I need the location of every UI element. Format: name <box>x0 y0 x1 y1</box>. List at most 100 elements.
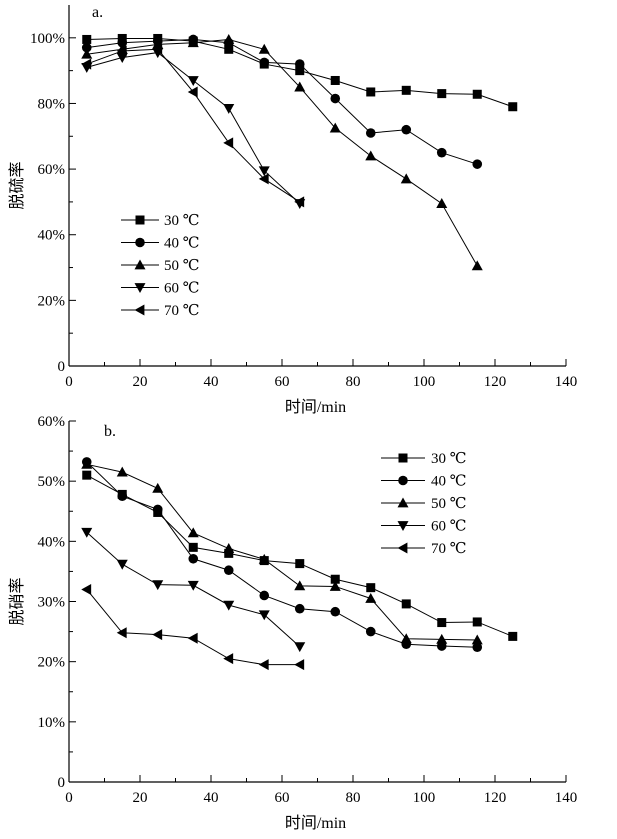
data-point <box>294 196 305 208</box>
data-point <box>259 57 270 68</box>
data-point <box>152 580 164 591</box>
data-point <box>152 504 163 515</box>
legend-marker <box>134 304 145 316</box>
panel-label: b. <box>104 423 116 440</box>
x-tick-label: 80 <box>346 790 361 806</box>
data-point <box>223 103 235 114</box>
y-tick-label: 50% <box>38 474 66 490</box>
y-tick-label: 40% <box>38 228 66 244</box>
data-point <box>295 66 305 76</box>
x-tick-label: 120 <box>484 790 507 806</box>
y-tick-label: 100% <box>30 31 65 47</box>
legend-label: 70 ℃ <box>164 303 200 319</box>
data-point <box>188 553 199 564</box>
data-point <box>401 124 412 135</box>
data-point <box>472 89 482 99</box>
data-point <box>401 599 411 609</box>
data-point <box>472 159 483 169</box>
x-tick-label: 140 <box>555 374 578 390</box>
data-point <box>436 147 447 158</box>
data-point <box>187 527 199 538</box>
legend-marker <box>397 542 408 554</box>
data-point <box>400 633 412 644</box>
data-point <box>294 659 305 671</box>
y-tick-label: 0 <box>58 775 66 791</box>
legend-label: 40 ℃ <box>164 236 200 252</box>
data-point <box>81 458 93 469</box>
data-point <box>223 653 234 665</box>
data-point <box>224 548 234 558</box>
series-line-1 <box>86 461 478 648</box>
data-point <box>294 580 306 591</box>
data-point <box>258 43 270 54</box>
data-point <box>188 542 198 552</box>
series-line-4 <box>86 589 300 666</box>
data-point <box>224 44 234 54</box>
x-tick-label: 40 <box>204 374 219 390</box>
y-tick-label: 20% <box>38 655 66 671</box>
data-point <box>187 76 199 86</box>
data-point <box>330 574 340 584</box>
x-tick-label: 120 <box>484 374 507 390</box>
data-point <box>472 642 483 653</box>
x-tick-label: 80 <box>346 374 361 390</box>
x-tick-label: 20 <box>133 374 148 390</box>
data-point <box>81 42 92 53</box>
data-point <box>116 627 127 639</box>
legend-marker <box>134 259 146 270</box>
data-point <box>294 59 305 69</box>
y-axis-title: 脱硫率 <box>8 161 26 209</box>
legend-label: 50 ℃ <box>164 258 200 274</box>
data-point <box>117 491 128 502</box>
chart-panel-b: 0 20 40 60 80 100 120 140 0 10% 20% 30% 40% 50% 60% 时间/… <box>8 414 577 832</box>
legend-marker <box>397 497 409 508</box>
data-point <box>294 603 305 614</box>
x-tick-label: 60 <box>275 374 290 390</box>
data-point <box>365 150 377 161</box>
data-point <box>471 634 483 645</box>
data-point <box>116 53 128 64</box>
data-point <box>365 128 376 138</box>
y-axis-title: 脱硝率 <box>8 577 26 625</box>
x-tick-label: 100 <box>413 790 436 806</box>
data-point <box>81 583 92 595</box>
data-point <box>472 617 482 627</box>
y-tick-label: 80% <box>38 96 66 112</box>
data-point <box>330 93 341 104</box>
data-point <box>82 34 92 44</box>
data-point <box>223 600 235 611</box>
legend-marker <box>135 215 145 225</box>
data-point <box>259 590 270 601</box>
legend-marker <box>398 453 408 463</box>
data-point <box>187 86 198 98</box>
y-tick-label: 30% <box>38 595 66 611</box>
data-point <box>366 583 376 593</box>
x-tick-label: 140 <box>555 790 578 806</box>
y-tick-label: 10% <box>38 715 66 731</box>
data-point <box>365 626 376 637</box>
data-point <box>187 580 199 591</box>
y-tick-label: 60% <box>38 162 66 178</box>
data-point <box>294 642 306 653</box>
data-point <box>437 89 447 99</box>
x-tick-label: 0 <box>65 790 73 806</box>
y-tick-label: 60% <box>38 414 66 430</box>
legend-marker <box>397 521 409 531</box>
data-point <box>81 527 93 538</box>
x-axis-title: 时间/min <box>285 814 346 832</box>
data-point <box>329 122 341 133</box>
data-point <box>508 102 518 112</box>
x-tick-label: 20 <box>133 790 148 806</box>
data-point <box>258 173 269 185</box>
legend-label: 30 ℃ <box>431 451 467 467</box>
data-point <box>81 48 93 59</box>
data-point <box>294 81 306 92</box>
data-point <box>508 631 518 641</box>
data-point <box>295 559 305 569</box>
legend-marker <box>398 475 408 486</box>
y-tick-label: 0 <box>58 359 66 375</box>
x-axis-title: 时间/min <box>285 398 346 416</box>
data-point <box>366 87 376 97</box>
data-point <box>258 610 270 621</box>
data-point <box>365 592 377 603</box>
